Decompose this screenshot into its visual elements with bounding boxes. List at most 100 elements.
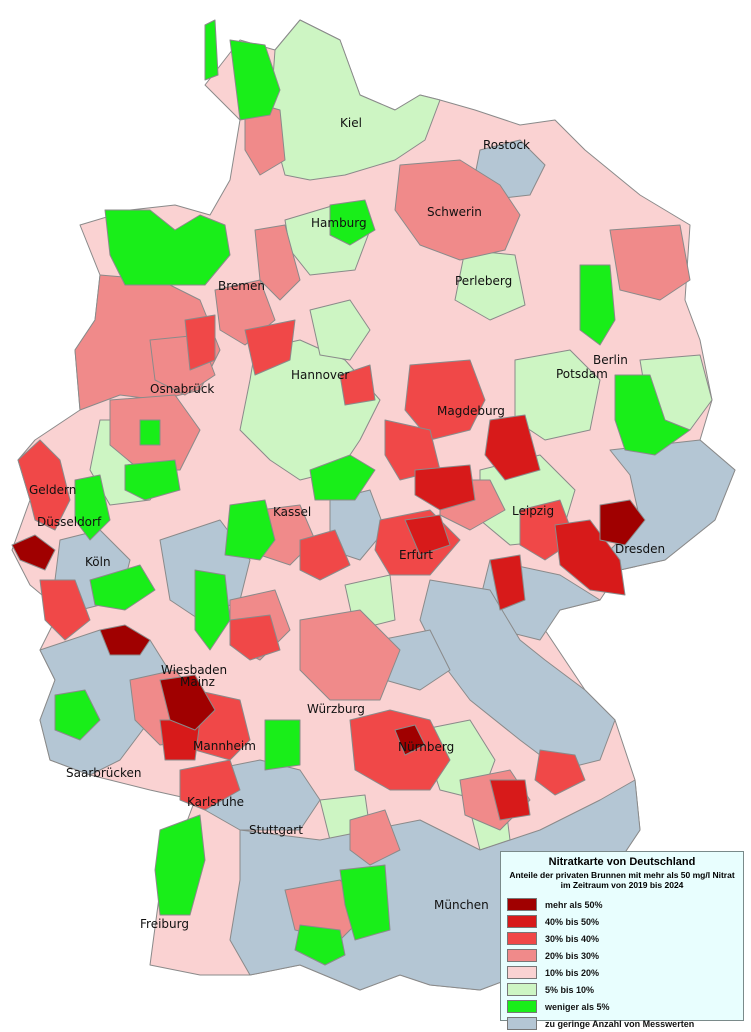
legend-swatch — [507, 949, 537, 962]
city-label-stuttgart: Stuttgart — [249, 823, 303, 837]
region-altmark-hannover — [254, 224, 301, 301]
city-label-bremen: Bremen — [218, 279, 265, 293]
city-label-karlsruhe: Karlsruhe — [187, 795, 245, 809]
legend-title: Nitratkarte von Deutschland — [548, 856, 696, 868]
legend-item-label: 20% bis 30% — [545, 950, 600, 961]
legend-swatch — [507, 932, 537, 945]
legend-item: 40% bis 50% — [507, 913, 743, 930]
region-prignitz — [579, 264, 616, 346]
map-legend: Nitratkarte von Deutschland Anteile der … — [500, 851, 744, 1030]
region-nrw-west — [17, 439, 71, 531]
region-ostalb — [349, 809, 401, 866]
city-label-mannheim: Mannheim — [193, 739, 256, 753]
region-neckar-odenwald — [264, 719, 301, 771]
city-label-kassel: Kassel — [273, 505, 312, 519]
region-goettingen-east — [414, 464, 476, 511]
city-label-saarbruecken: Saarbrücken — [66, 766, 142, 780]
region-nordfriesland — [229, 39, 281, 121]
region-sieg — [89, 564, 156, 611]
region-rhein-erft — [39, 579, 91, 641]
region-anhalt — [484, 414, 541, 481]
region-dithmarschen — [244, 99, 286, 176]
region-schwerin — [394, 159, 521, 261]
legend-item-label: 30% bis 40% — [545, 933, 600, 944]
legend-item-label: mehr als 50% — [545, 899, 603, 910]
region-schleswig-holstein — [269, 19, 441, 181]
city-label-mainz: Mainz — [180, 675, 215, 689]
region-vogtland — [489, 554, 526, 611]
city-label-kiel: Kiel — [340, 116, 362, 130]
region-hamburg — [329, 199, 376, 246]
legend-swatch — [507, 966, 537, 979]
city-label-rostock: Rostock — [483, 138, 530, 152]
city-label-hamburg: Hamburg — [311, 216, 367, 230]
city-label-leipzig: Leipzig — [512, 504, 555, 518]
region-osnabrueck-north — [184, 314, 216, 371]
region-ostallgaeu — [339, 864, 391, 941]
region-oder-spree — [614, 374, 691, 456]
city-label-freiburg: Freiburg — [140, 917, 189, 931]
region-oberschwaben — [294, 924, 346, 966]
legend-item-label: weniger als 5% — [545, 1001, 610, 1012]
region-heinsberg — [11, 534, 56, 571]
region-breisgau — [154, 814, 206, 916]
region-goslar — [309, 454, 376, 501]
region-ostfriesland — [104, 209, 231, 286]
city-label-magdeburg: Magdeburg — [437, 404, 505, 418]
region-dresden-region — [554, 519, 626, 596]
city-label-wiesbaden: Wiesbaden — [161, 663, 228, 677]
city-label-potsdam: Potsdam — [556, 367, 608, 381]
region-karlsruhe — [179, 759, 241, 811]
region-saxony-east — [599, 439, 736, 571]
city-label-muenchen: München — [434, 898, 489, 912]
legend-swatch — [507, 1000, 537, 1013]
region-franken — [299, 609, 401, 701]
city-label-dresden: Dresden — [615, 542, 666, 556]
region-saarland-north — [54, 689, 101, 741]
legend-swatch — [507, 915, 537, 928]
city-label-geldern: Geldern — [29, 483, 77, 497]
city-label-hannover: Hannover — [291, 368, 350, 382]
region-rhein-sieg — [139, 419, 161, 446]
legend-item: weniger als 5% — [507, 998, 743, 1015]
region-paderborn — [124, 459, 181, 501]
region-hameln — [244, 319, 296, 376]
region-lahn-dill — [194, 569, 231, 651]
region-altoetting — [489, 779, 531, 821]
legend-item: mehr als 50% — [507, 896, 743, 913]
region-dresden-city — [599, 499, 646, 546]
region-main-spessart — [229, 614, 281, 661]
region-kassel — [224, 499, 276, 561]
region-nuernberg-city — [394, 724, 426, 756]
region-west-wesel — [74, 474, 111, 541]
city-label-wuerzburg: Würzburg — [307, 702, 365, 716]
legend-swatch — [507, 898, 537, 911]
region-koblenz — [99, 624, 151, 656]
region-fulda — [299, 529, 351, 581]
city-label-duesseldorf: Düsseldorf — [37, 515, 102, 529]
city-label-koeln: Köln — [85, 555, 111, 569]
legend-subtitle-line2: im Zeitraum von 2019 bis 2024 — [560, 880, 684, 890]
city-label-schwerin: Schwerin — [427, 205, 482, 219]
city-label-nuernberg: Nürnberg — [398, 740, 455, 754]
region-gifhorn — [339, 364, 376, 406]
region-sylt — [204, 19, 219, 81]
city-label-erfurt: Erfurt — [399, 548, 433, 562]
city-label-osnabrueck: Osnabrück — [150, 382, 215, 396]
legend-item: 5% bis 10% — [507, 981, 743, 998]
region-passau — [534, 749, 586, 796]
city-label-berlin: Berlin — [593, 353, 628, 367]
legend-swatch — [507, 983, 537, 996]
region-nuernberg-area — [349, 709, 451, 791]
city-label-perleberg: Perleberg — [455, 274, 513, 288]
region-hannover — [309, 299, 371, 361]
region-magdeburg — [404, 359, 486, 441]
legend-subtitle-line1: Anteile der privaten Brunnen mit mehr al… — [509, 870, 735, 880]
region-erfurt-city — [404, 514, 451, 556]
region-mainz-rheinhessen — [159, 674, 216, 731]
legend-item-label: 40% bis 50% — [545, 916, 600, 927]
legend-item: 10% bis 20% — [507, 964, 743, 981]
legend-item: 30% bis 40% — [507, 930, 743, 947]
region-uckermark — [609, 224, 691, 301]
